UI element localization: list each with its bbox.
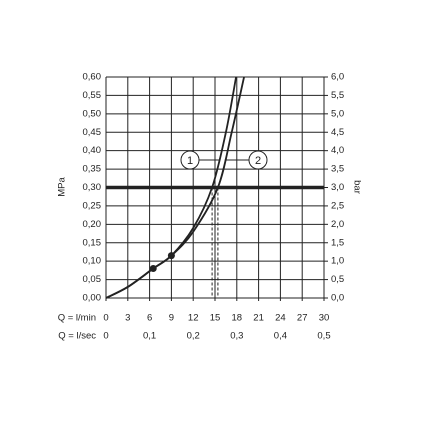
x2-tick-label: 0,1 <box>143 331 156 342</box>
callout-circle <box>180 150 200 170</box>
x2-tick-label: 0,2 <box>187 331 200 342</box>
y-tick-label: 0,60 <box>83 72 102 83</box>
y2-tick-label: 0,5 <box>331 274 344 285</box>
x2-tick-label: 0,4 <box>274 331 287 342</box>
y-tick-label: 0,00 <box>83 293 102 304</box>
x-tick-label: 21 <box>253 313 264 324</box>
y-tick-label: 0,50 <box>83 108 102 119</box>
y-tick-label: 0,40 <box>83 145 102 156</box>
y2-axis-label: bar <box>351 180 362 194</box>
y2-tick-label: 5,5 <box>331 90 344 101</box>
x-tick-label: 6 <box>147 313 152 324</box>
x-tick-label: 24 <box>275 313 286 324</box>
curve <box>105 76 245 299</box>
y2-tick-label: 4,0 <box>331 145 344 156</box>
y-tick-label: 0,15 <box>83 237 102 248</box>
y-tick-label: 0,20 <box>83 219 102 230</box>
y2-tick-label: 3,0 <box>331 182 344 193</box>
x-axis-label: Q = l/min <box>58 313 96 324</box>
y2-tick-label: 6,0 <box>331 72 344 83</box>
legend-label: 2 <box>255 155 261 167</box>
y-tick-label: 0,45 <box>83 127 102 138</box>
y2-tick-label: 1,0 <box>331 256 344 267</box>
x-tick-label: 27 <box>297 313 308 324</box>
y-tick-label: 0,10 <box>83 256 102 267</box>
operating-point <box>149 265 157 273</box>
x-tick-label: 0 <box>103 313 108 324</box>
x-tick-label: 9 <box>169 313 174 324</box>
legend-label: 1 <box>187 155 193 167</box>
x-tick-label: 12 <box>188 313 199 324</box>
operating-point <box>167 252 175 260</box>
y2-tick-label: 2,0 <box>331 219 344 230</box>
y2-tick-label: 2,5 <box>331 200 344 211</box>
y-tick-label: 0,55 <box>83 90 102 101</box>
y-tick-label: 0,05 <box>83 274 102 285</box>
x2-tick-label: 0,3 <box>230 331 243 342</box>
y-axis-label: MPa <box>57 177 68 197</box>
x2-tick-label: 0,5 <box>317 331 330 342</box>
y2-tick-label: 3,5 <box>331 164 344 175</box>
y-tick-label: 0,25 <box>83 200 102 211</box>
y-tick-label: 0,30 <box>83 182 102 193</box>
y2-tick-label: 5,0 <box>331 108 344 119</box>
y2-tick-label: 1,5 <box>331 237 344 248</box>
x-tick-label: 30 <box>319 313 330 324</box>
x2-tick-label: 0 <box>103 331 108 342</box>
x-tick-label: 3 <box>125 313 130 324</box>
y2-tick-label: 0,0 <box>331 293 344 304</box>
x-tick-label: 18 <box>232 313 243 324</box>
x2-axis-label: Q = l/sec <box>58 331 96 342</box>
y-tick-label: 0,35 <box>83 164 102 175</box>
y2-tick-label: 4,5 <box>331 127 344 138</box>
x-tick-label: 15 <box>210 313 221 324</box>
callout-circle <box>248 150 268 170</box>
